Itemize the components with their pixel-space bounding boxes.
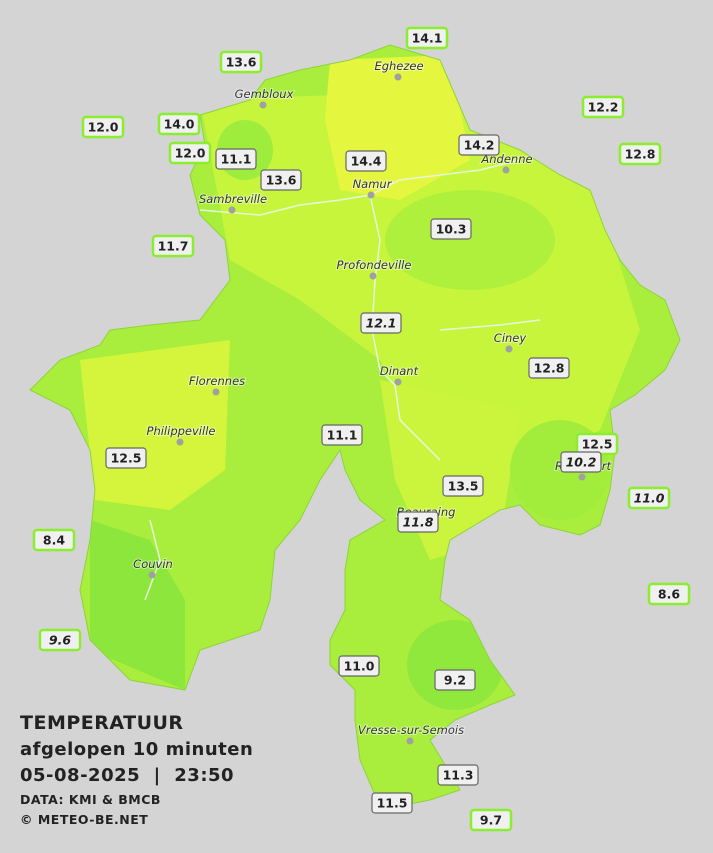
- station-box: [581, 95, 625, 119]
- station-value: 14.1: [412, 31, 443, 46]
- city-name: Namur: [353, 177, 393, 191]
- station-value: 8.6: [658, 587, 680, 602]
- station-box: [397, 511, 439, 533]
- title: TEMPERATUUR: [20, 712, 184, 734]
- city-dot: [148, 571, 156, 579]
- station-box: [360, 312, 402, 334]
- station-box: [81, 115, 125, 139]
- city-dot: [369, 272, 377, 280]
- station-value: 10.2: [566, 455, 597, 470]
- station-value: 11.5: [377, 796, 408, 811]
- station-value: 12.0: [88, 120, 119, 135]
- station-box: [560, 451, 602, 473]
- city-name: Couvin: [133, 557, 173, 571]
- station-box: [151, 234, 195, 258]
- station-value: 11.1: [221, 152, 252, 167]
- subtitle: afgelopen 10 minuten: [20, 739, 253, 760]
- city-dot: [394, 73, 402, 81]
- city-dot: [176, 438, 184, 446]
- city-dot: [502, 166, 510, 174]
- station-value: 13.6: [266, 173, 297, 188]
- station-box: [32, 528, 76, 552]
- city-name: Profondeville: [337, 258, 412, 272]
- city-dot: [578, 473, 586, 481]
- station-value: 14.4: [351, 154, 382, 169]
- station-box: [168, 141, 212, 165]
- station-value: 12.8: [625, 147, 656, 162]
- city-dot: [259, 101, 267, 109]
- city-dot: [212, 388, 220, 396]
- city-name: Sambreville: [199, 192, 267, 206]
- city-name: Florennes: [189, 374, 245, 388]
- city-name: Eghezee: [374, 59, 423, 73]
- station-box: [157, 112, 201, 136]
- station-box: [618, 142, 662, 166]
- city-name: Philippeville: [147, 424, 216, 438]
- station-value: 12.1: [366, 316, 397, 331]
- station-value: 11.7: [158, 239, 189, 254]
- station-box: [437, 764, 479, 786]
- station-value: 12.2: [588, 100, 619, 115]
- station-box: [371, 792, 413, 814]
- station-box: [442, 475, 484, 497]
- station-value: 10.3: [436, 222, 467, 237]
- station-value: 14.2: [464, 138, 495, 153]
- station-value: 9.6: [49, 633, 71, 648]
- station-value: 8.4: [43, 533, 65, 548]
- station-box: [215, 148, 257, 170]
- station-value: 11.0: [344, 659, 375, 674]
- city-dot: [228, 206, 236, 214]
- station-box: [219, 50, 263, 74]
- station-box: [528, 357, 570, 379]
- city-dot: [394, 378, 402, 386]
- city-dot: [367, 191, 375, 199]
- station-box: [345, 150, 387, 172]
- copyright: © METEO-BE.NET: [20, 812, 148, 827]
- station-value: 11.0: [634, 491, 665, 506]
- station-value: 13.5: [448, 479, 479, 494]
- station-box: [105, 447, 147, 469]
- city-name: Dinant: [380, 364, 419, 378]
- station-value: 13.6: [226, 55, 257, 70]
- station-value: 12.8: [534, 361, 565, 376]
- station-box: [469, 808, 513, 832]
- city-name: Vresse-sur-Semois: [358, 723, 464, 737]
- station-box: [38, 628, 82, 652]
- station-value: 11.3: [443, 768, 474, 783]
- station-value: 14.0: [164, 117, 195, 132]
- city-dot: [406, 737, 414, 745]
- station-value: 12.5: [582, 437, 613, 452]
- station-value: 12.0: [175, 146, 206, 161]
- station-box: [260, 169, 302, 191]
- city-dot: [505, 345, 513, 353]
- station-value: 9.2: [444, 673, 466, 688]
- source: DATA: KMI & BMCB: [20, 792, 161, 807]
- station-box: [458, 134, 500, 156]
- station-value: 11.1: [327, 428, 358, 443]
- station-box: [430, 218, 472, 240]
- station-value: 12.5: [111, 451, 142, 466]
- station-box: [434, 669, 476, 691]
- station-box: [405, 26, 449, 50]
- datetime: 05-08-2025 | 23:50: [20, 765, 234, 786]
- station-box: [338, 655, 380, 677]
- station-box: [647, 582, 691, 606]
- station-value: 9.7: [480, 813, 502, 828]
- station-value: 11.8: [403, 515, 434, 530]
- station-box: [627, 486, 671, 510]
- city-name: Gembloux: [235, 87, 294, 101]
- city-name: Ciney: [494, 331, 527, 345]
- station-box: [321, 424, 363, 446]
